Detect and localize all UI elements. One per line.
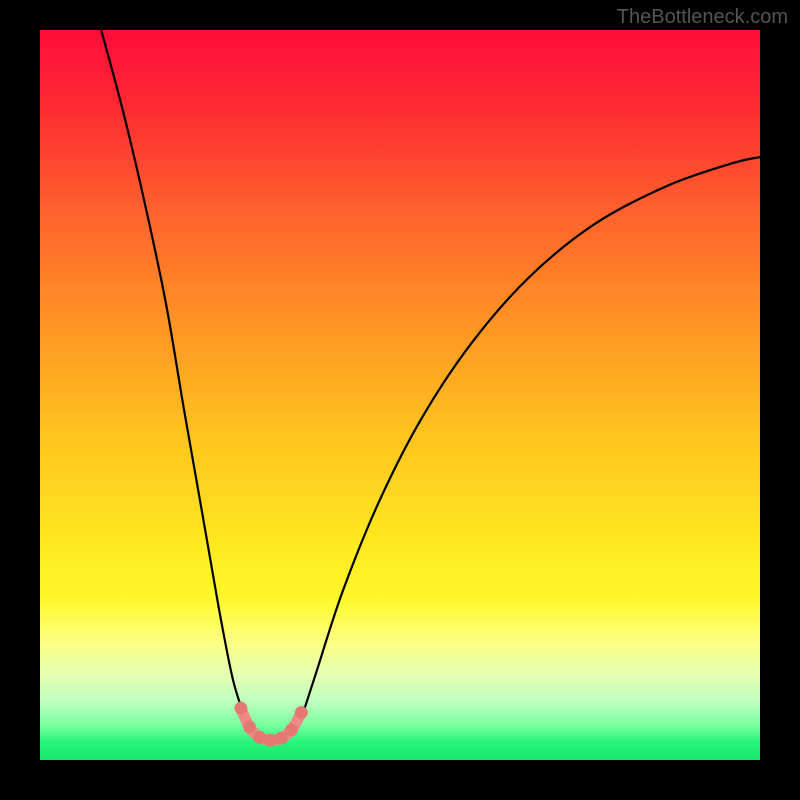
plot-area bbox=[40, 30, 760, 760]
watermark-text: TheBottleneck.com bbox=[617, 6, 788, 29]
valley-dot bbox=[295, 706, 308, 719]
curve-layer bbox=[40, 30, 760, 760]
chart-root: TheBottleneck.com bbox=[0, 0, 800, 800]
valley-dot bbox=[285, 724, 298, 737]
curve-left-branch bbox=[101, 30, 246, 721]
valley-dot bbox=[243, 721, 256, 734]
valley-dot bbox=[275, 732, 288, 745]
valley-dot bbox=[264, 734, 277, 747]
valley-dot bbox=[234, 702, 247, 715]
curve-right-branch bbox=[301, 157, 760, 721]
